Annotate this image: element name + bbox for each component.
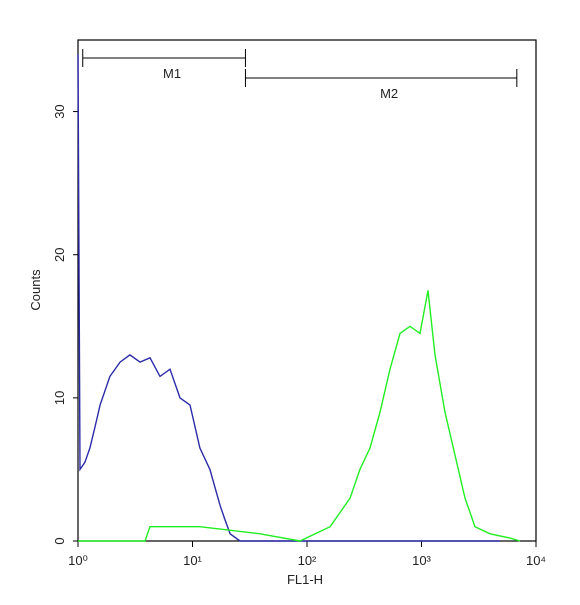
y-tick-label: 30 bbox=[52, 104, 67, 118]
x-tick-label: 10³ bbox=[412, 553, 431, 568]
y-axis-label: Counts bbox=[28, 269, 43, 311]
y-tick-label: 20 bbox=[52, 247, 67, 261]
gate-label: M1 bbox=[163, 66, 181, 81]
histogram-line bbox=[78, 290, 521, 542]
x-tick-label: 10⁰ bbox=[68, 553, 88, 568]
gate-label: M2 bbox=[380, 86, 398, 101]
plot-frame bbox=[77, 39, 537, 542]
histogram-line bbox=[77, 54, 500, 542]
x-tick-label: 10⁴ bbox=[526, 553, 546, 568]
y-tick-label: 0 bbox=[52, 537, 67, 544]
x-tick-label: 10² bbox=[298, 553, 317, 568]
y-tick-label: 10 bbox=[52, 391, 67, 405]
x-tick-label: 10¹ bbox=[183, 553, 202, 568]
x-axis-label: FL1-H bbox=[287, 572, 323, 587]
